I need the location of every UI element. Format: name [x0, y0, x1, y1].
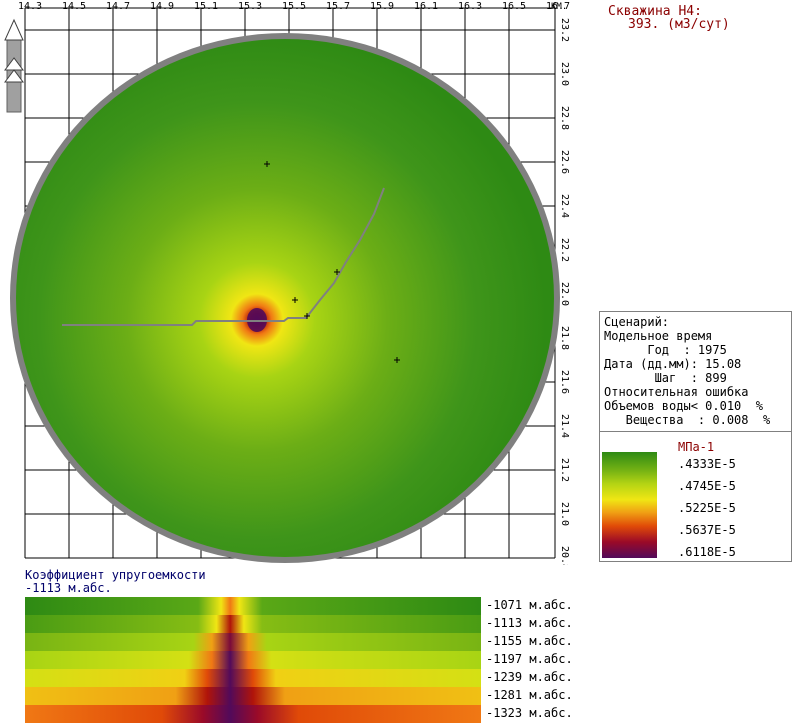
y-tick: 23.2 — [559, 18, 570, 42]
section-layer — [25, 705, 481, 723]
y-tick: 21.8 — [559, 326, 570, 350]
section-layer — [25, 615, 481, 633]
section-value: -1113 м.абс. — [25, 581, 112, 595]
x-tick: 16.3 — [458, 1, 482, 12]
legend-title: МПа-1 — [678, 440, 715, 454]
map-view[interactable]: 14.3 14.5 14.7 14.9 15.1 15.3 15.5 15.7 … — [0, 0, 570, 565]
x-tick: 15.5 — [282, 1, 306, 12]
y-tick: 22.4 — [559, 194, 570, 218]
scenario-row: Относительная ошибка — [604, 385, 749, 399]
y-tick: 23.0 — [559, 62, 570, 86]
x-tick: 16.7 — [546, 1, 570, 12]
x-tick: 16.5 — [502, 1, 526, 12]
scenario-row: Дата (дд.мм): 15.08 — [604, 357, 742, 371]
y-tick: 21.2 — [559, 458, 570, 482]
y-tick: 22.0 — [559, 282, 570, 306]
depth-label: -1281 м.абс. — [486, 688, 573, 702]
x-tick: 14.9 — [150, 1, 174, 12]
y-tick: 22.8 — [559, 106, 570, 130]
scenario-row: Модельное время — [604, 329, 713, 343]
depth-label: -1323 м.абс. — [486, 706, 573, 720]
section-layer — [25, 669, 481, 687]
color-legend: МПа-1 .4333E-5 .4745E-5 .5225E-5 .5637E-… — [599, 431, 792, 562]
scenario-row: Шаг : 899 — [604, 371, 727, 385]
section-layer — [25, 687, 481, 705]
legend-label: .4333E-5 — [678, 457, 736, 471]
y-tick: 20.8 — [559, 546, 570, 565]
x-tick: 14.3 — [18, 1, 42, 12]
y-tick: 21.0 — [559, 502, 570, 526]
x-tick: 14.7 — [106, 1, 130, 12]
legend-label: .6118E-5 — [678, 545, 736, 559]
cross-section[interactable] — [25, 597, 481, 723]
section-layer — [25, 633, 481, 651]
well-title: Скважина Н4: — [608, 4, 702, 19]
scenario-row: Сценарий: — [604, 315, 670, 329]
well-rate: 393. (м3/сут) — [628, 17, 730, 32]
depth-label: -1197 м.абс. — [486, 652, 573, 666]
section-layer — [25, 597, 481, 615]
legend-label: .5637E-5 — [678, 523, 736, 537]
x-tick: 14.5 — [62, 1, 86, 12]
x-tick: 15.3 — [238, 1, 262, 12]
scenario-row: Вещества : 0.008 % — [604, 413, 771, 427]
legend-label: .5225E-5 — [678, 501, 736, 515]
section-layer — [25, 651, 481, 669]
depth-label: -1071 м.абс. — [486, 598, 573, 612]
y-tick: 21.6 — [559, 370, 570, 394]
legend-label: .4745E-5 — [678, 479, 736, 493]
pressure-field — [16, 39, 554, 557]
y-tick: 22.6 — [559, 150, 570, 174]
depth-label: -1155 м.абс. — [486, 634, 573, 648]
north-arrow-icon — [4, 18, 24, 113]
scenario-row: Объемов воды< 0.010 % — [604, 399, 763, 413]
y-tick: 22.2 — [559, 238, 570, 262]
depth-label: -1239 м.абс. — [486, 670, 573, 684]
x-tick: 15.9 — [370, 1, 394, 12]
scenario-panel: Сценарий: Модельное время Год : 1975 Дат… — [599, 311, 792, 432]
x-tick: 16.1 — [414, 1, 438, 12]
x-unit: КМ. — [551, 2, 567, 12]
y-tick: 21.4 — [559, 414, 570, 438]
fault-line — [62, 187, 385, 326]
legend-colorbar — [602, 452, 657, 558]
x-tick: 15.1 — [194, 1, 218, 12]
scenario-row: Год : 1975 — [604, 343, 727, 357]
depth-label: -1113 м.абс. — [486, 616, 573, 630]
x-tick: 15.7 — [326, 1, 350, 12]
section-title: Коэффициент упругоемкости — [25, 568, 206, 582]
well-markers — [264, 161, 400, 363]
